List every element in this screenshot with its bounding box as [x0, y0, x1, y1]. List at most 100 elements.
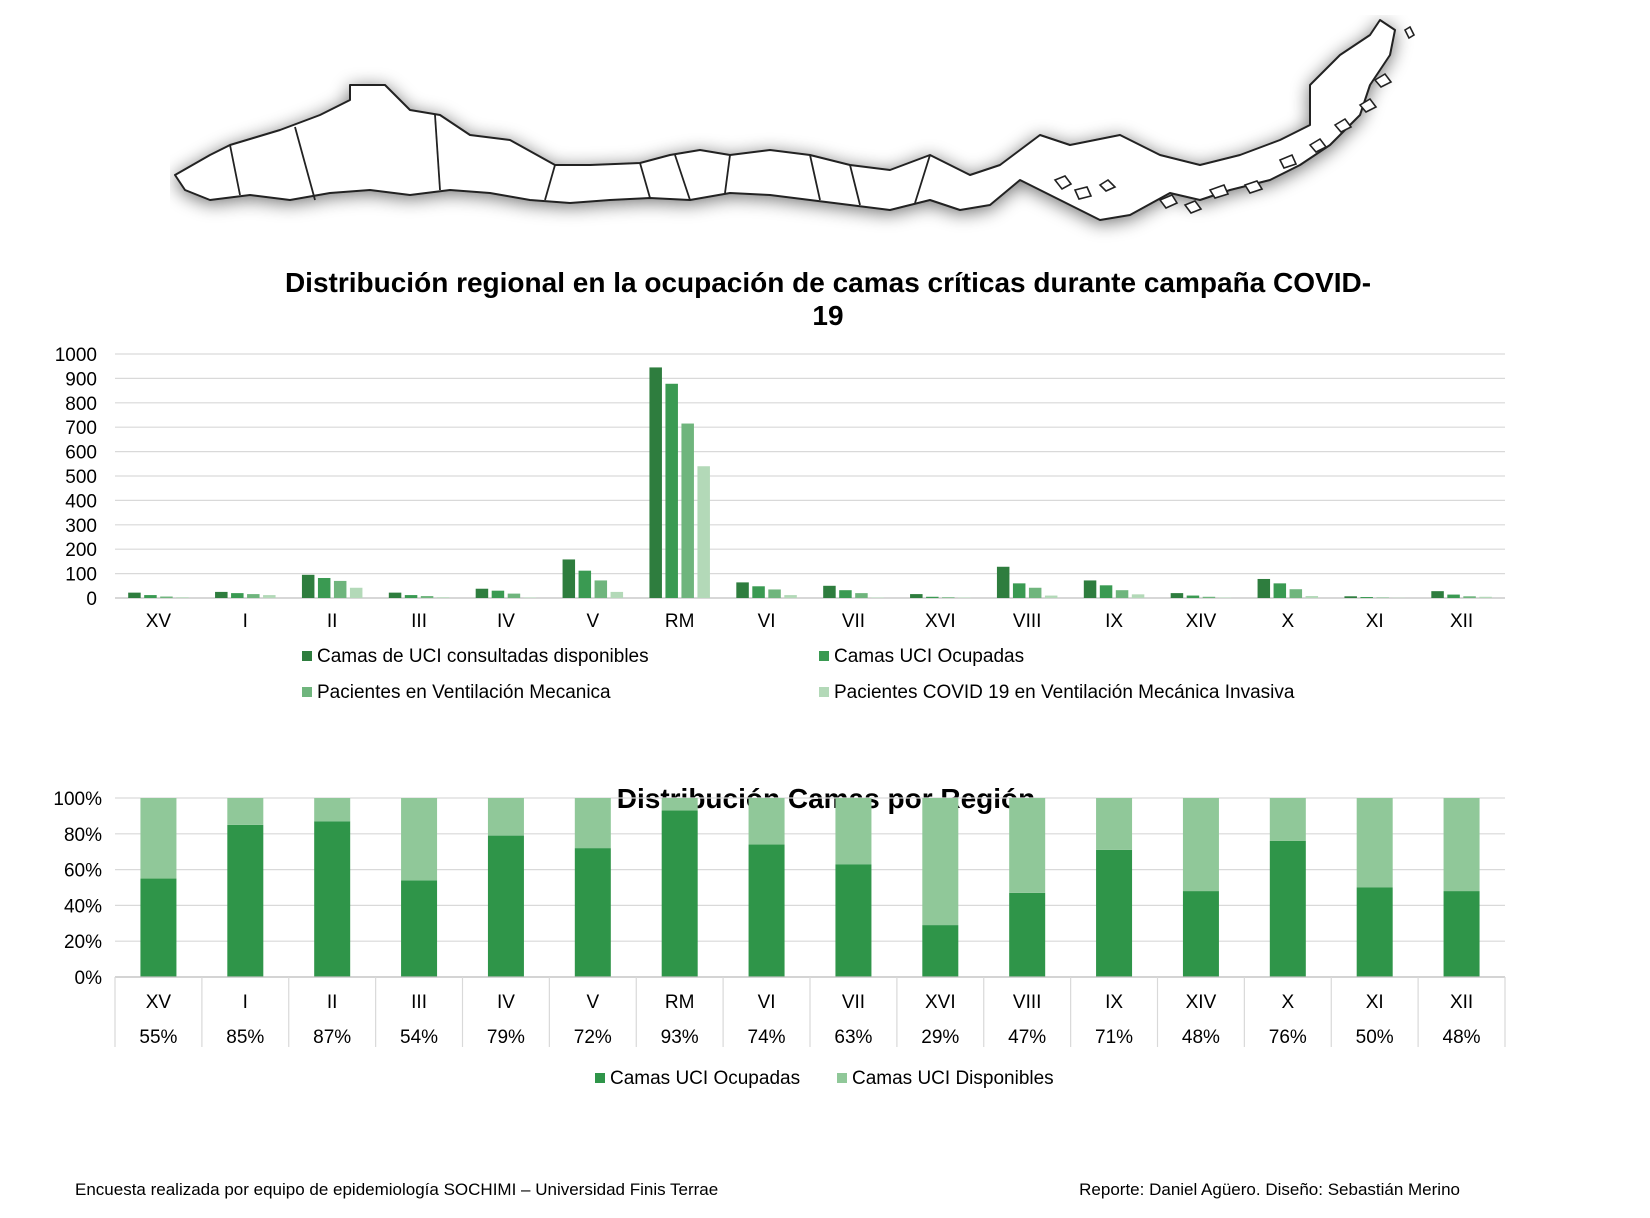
- bar: [768, 589, 781, 598]
- x-tick-label: XI: [1366, 992, 1384, 1013]
- x-tick-label: II: [327, 611, 338, 632]
- stacked-percent-bar-chart: Distribución Camas por Región 0%20%40%60…: [53, 783, 1506, 1089]
- table-value: 93%: [661, 1027, 699, 1048]
- bar-segment: [922, 798, 959, 926]
- bar-segment: [1443, 798, 1480, 892]
- x-tick-label: XII: [1450, 611, 1473, 632]
- bar: [736, 582, 749, 598]
- bar: [144, 595, 157, 598]
- bar: [507, 593, 521, 598]
- x-tick-label: XV: [146, 992, 172, 1013]
- bar: [247, 594, 260, 598]
- y-tick-label: 80%: [64, 825, 102, 846]
- y-tick-label: 0%: [75, 968, 103, 989]
- footer-credits: Reporte: Daniel Agüero. Diseño: Sebastiá…: [1079, 1180, 1460, 1199]
- bar-segment: [1009, 798, 1046, 893]
- y-tick-label: 40%: [64, 896, 102, 917]
- x-tick-label: II: [327, 992, 338, 1013]
- chart1-title-line1: Distribución regional en la ocupación de…: [285, 270, 1371, 298]
- bar-segment: [314, 821, 351, 977]
- x-tick-label: IX: [1105, 992, 1123, 1013]
- bar: [1202, 596, 1216, 598]
- bar: [610, 591, 624, 598]
- legend-label: Camas de UCI consultadas disponibles: [317, 646, 649, 667]
- x-tick-label: VII: [842, 992, 865, 1013]
- bar: [1170, 593, 1184, 598]
- bar: [231, 593, 244, 598]
- bar-segment: [661, 810, 698, 977]
- bar-segment: [1269, 840, 1306, 977]
- bar: [1463, 596, 1476, 598]
- bar-segment: [227, 824, 264, 977]
- x-tick-label: III: [411, 992, 427, 1013]
- chart1-title-line2: 19: [812, 300, 843, 331]
- bar-segment: [1182, 891, 1219, 977]
- x-tick-label: V: [586, 611, 599, 632]
- bar-segment: [922, 925, 959, 977]
- bar-segment: [401, 798, 438, 881]
- bar: [349, 587, 363, 598]
- bar-segment: [748, 844, 785, 977]
- bar: [697, 466, 710, 598]
- bar: [942, 597, 955, 598]
- x-tick-label: X: [1281, 992, 1294, 1013]
- bar-segment: [1182, 798, 1219, 892]
- x-tick-label: IV: [497, 992, 515, 1013]
- bar: [910, 594, 923, 598]
- bar: [491, 590, 505, 598]
- x-tick-label: XV: [146, 611, 172, 632]
- bar-segment: [748, 798, 785, 845]
- table-value: 71%: [1095, 1027, 1133, 1048]
- y-tick-label: 300: [65, 516, 97, 537]
- x-tick-label: III: [411, 611, 427, 632]
- bar: [475, 588, 489, 598]
- bar: [1028, 587, 1042, 598]
- table-value: 50%: [1356, 1027, 1394, 1048]
- legend-swatch: [595, 1073, 605, 1083]
- chile-map-outline: [174, 19, 1396, 221]
- bar: [926, 596, 939, 598]
- bar-segment: [1269, 798, 1306, 841]
- bar-segment: [1096, 849, 1133, 977]
- x-tick-label: VIII: [1013, 992, 1042, 1013]
- bar: [839, 590, 852, 598]
- y-tick-label: 60%: [64, 861, 102, 882]
- bar: [996, 566, 1010, 598]
- y-tick-label: 500: [65, 467, 97, 488]
- bar: [333, 580, 347, 598]
- y-tick-label: 600: [65, 443, 97, 464]
- legend-label: Pacientes COVID 19 en Ventilación Mecáni…: [834, 682, 1295, 703]
- bar: [128, 592, 141, 598]
- bar: [578, 570, 592, 598]
- x-tick-label: X: [1281, 611, 1294, 632]
- table-value: 79%: [487, 1027, 525, 1048]
- bar: [1479, 596, 1492, 598]
- bar: [665, 383, 678, 598]
- table-value: 29%: [921, 1027, 959, 1048]
- bar: [1083, 580, 1097, 598]
- bar-segment: [1096, 798, 1133, 850]
- bar: [1360, 597, 1373, 598]
- bar-segment: [574, 848, 611, 977]
- bar: [160, 596, 173, 598]
- bar: [823, 585, 836, 598]
- bar-segment: [1356, 887, 1393, 977]
- bar: [420, 596, 434, 598]
- bar: [1099, 585, 1113, 598]
- bar: [176, 597, 189, 598]
- bar-segment: [1009, 892, 1046, 977]
- x-tick-label: XIV: [1186, 611, 1217, 632]
- bar-segment: [487, 835, 524, 977]
- y-tick-label: 1000: [55, 345, 97, 366]
- legend-label: Pacientes en Ventilación Mecanica: [317, 682, 611, 703]
- bar: [1257, 578, 1271, 598]
- footer-source: Encuesta realizada por equipo de epidemi…: [75, 1180, 719, 1199]
- bar-segment: [1443, 891, 1480, 977]
- legend-swatch: [819, 651, 829, 661]
- bar: [562, 559, 576, 598]
- x-tick-label: XI: [1366, 611, 1384, 632]
- bar: [1012, 583, 1026, 598]
- bar: [1431, 591, 1444, 598]
- bar: [215, 591, 228, 598]
- bar: [1044, 595, 1058, 598]
